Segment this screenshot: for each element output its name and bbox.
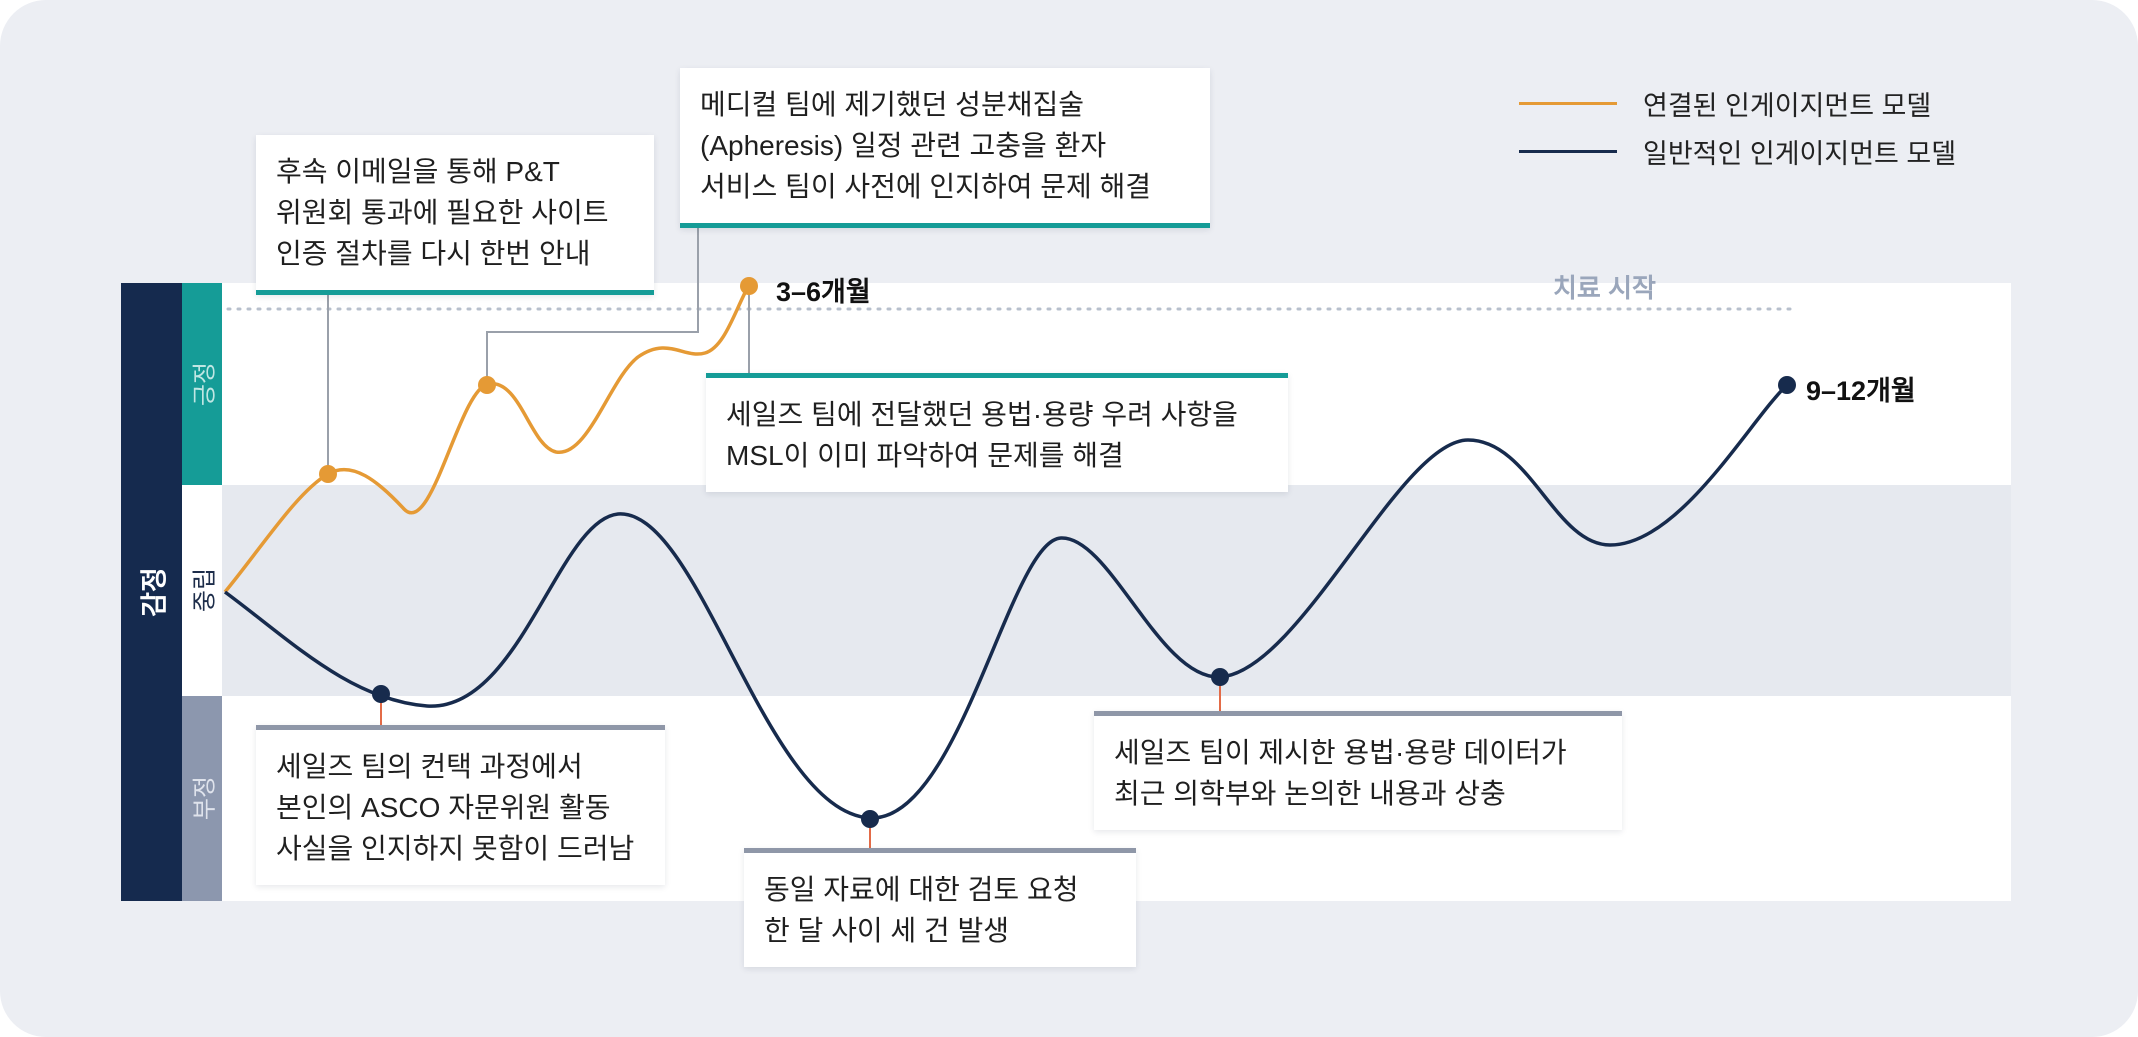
dosage-conflict-callout: 세일즈 팀이 제시한 용법·용량 데이터가 최근 의학부와 논의한 내용과 상충 (1094, 711, 1622, 830)
callout-line: 세일즈 팀의 컨택 과정에서 (276, 751, 583, 782)
callout-line: 사실을 인지하지 못함이 드러남 (276, 833, 635, 864)
apheresis-connector (486, 218, 699, 385)
emotion-axis (121, 283, 182, 901)
duplicate-review-callout: 동일 자료에 대한 검토 요청 한 달 사이 세 건 발생 (744, 848, 1136, 967)
legend-general-swatch (1519, 150, 1617, 153)
callout-line: 인증 절차를 다시 한번 안내 (276, 238, 591, 269)
callout-line: 동일 자료에 대한 검토 요청 (764, 874, 1079, 905)
callout-line: 세일즈 팀에 전달했던 용법·용량 우려 사항을 (726, 399, 1238, 430)
asco-callout: 세일즈 팀의 컨택 과정에서 본인의 ASCO 자문위원 활동 사실을 인지하지… (256, 725, 665, 885)
legend-connected: 연결된 인게이지먼트 모델 (1519, 84, 1931, 123)
callout-line: 한 달 사이 세 건 발생 (764, 915, 1009, 946)
general-end-label: 9–12개월 (1806, 376, 1916, 406)
callout-line: 후속 이메일을 통해 P&T (276, 156, 560, 187)
asco-point (372, 685, 390, 703)
apheresis-callout: 메디컬 팀에 제기했던 성분채집술 (Apheresis) 일정 관련 고충을 … (680, 68, 1210, 228)
legend-connected-swatch (1519, 102, 1617, 105)
general-model-curve (223, 383, 1789, 820)
callout-line: 위원회 통과에 필요한 사이트 (276, 197, 609, 228)
dosage-conflict-point (1211, 668, 1229, 686)
legend-connected-label: 연결된 인게이지먼트 모델 (1643, 91, 1932, 121)
general-end-point (1778, 376, 1796, 394)
legend-general-label: 일반적인 인게이지먼트 모델 (1643, 139, 1957, 169)
followup-email-point (319, 465, 337, 483)
callout-line: 메디컬 팀에 제기했던 성분채집술 (700, 89, 1084, 120)
callout-line: 서비스 팀이 사전에 인지하여 문제 해결 (700, 171, 1152, 202)
connected-end-label: 3–6개월 (776, 277, 871, 307)
callout-line: MSL이 이미 파악하여 문제를 해결 (726, 440, 1124, 471)
callout-line: (Apheresis) 일정 관련 고충을 환자 (700, 130, 1107, 161)
duplicate-review-point (861, 810, 879, 828)
treatment-start-label: 치료 시작 (1553, 273, 1656, 303)
neutral-band (222, 485, 2011, 696)
dosage-msl-callout: 세일즈 팀에 전달했던 용법·용량 우려 사항을 MSL이 이미 파악하여 문제… (706, 373, 1288, 492)
callout-line: 세일즈 팀이 제시한 용법·용량 데이터가 (1114, 737, 1567, 768)
callout-line: 본인의 ASCO 자문위원 활동 (276, 792, 611, 823)
legend-general: 일반적인 인게이지먼트 모델 (1519, 132, 1956, 171)
negative-axis-segment (182, 696, 222, 901)
apheresis-point (478, 376, 496, 394)
connected-end-point (740, 277, 758, 295)
positive-axis-segment (182, 283, 222, 485)
neutral-axis-segment (182, 485, 222, 696)
followup-email-callout: 후속 이메일을 통해 P&T 위원회 통과에 필요한 사이트 인증 절차를 다시… (256, 135, 654, 295)
callout-line: 최근 의학부와 논의한 내용과 상충 (1114, 778, 1506, 809)
